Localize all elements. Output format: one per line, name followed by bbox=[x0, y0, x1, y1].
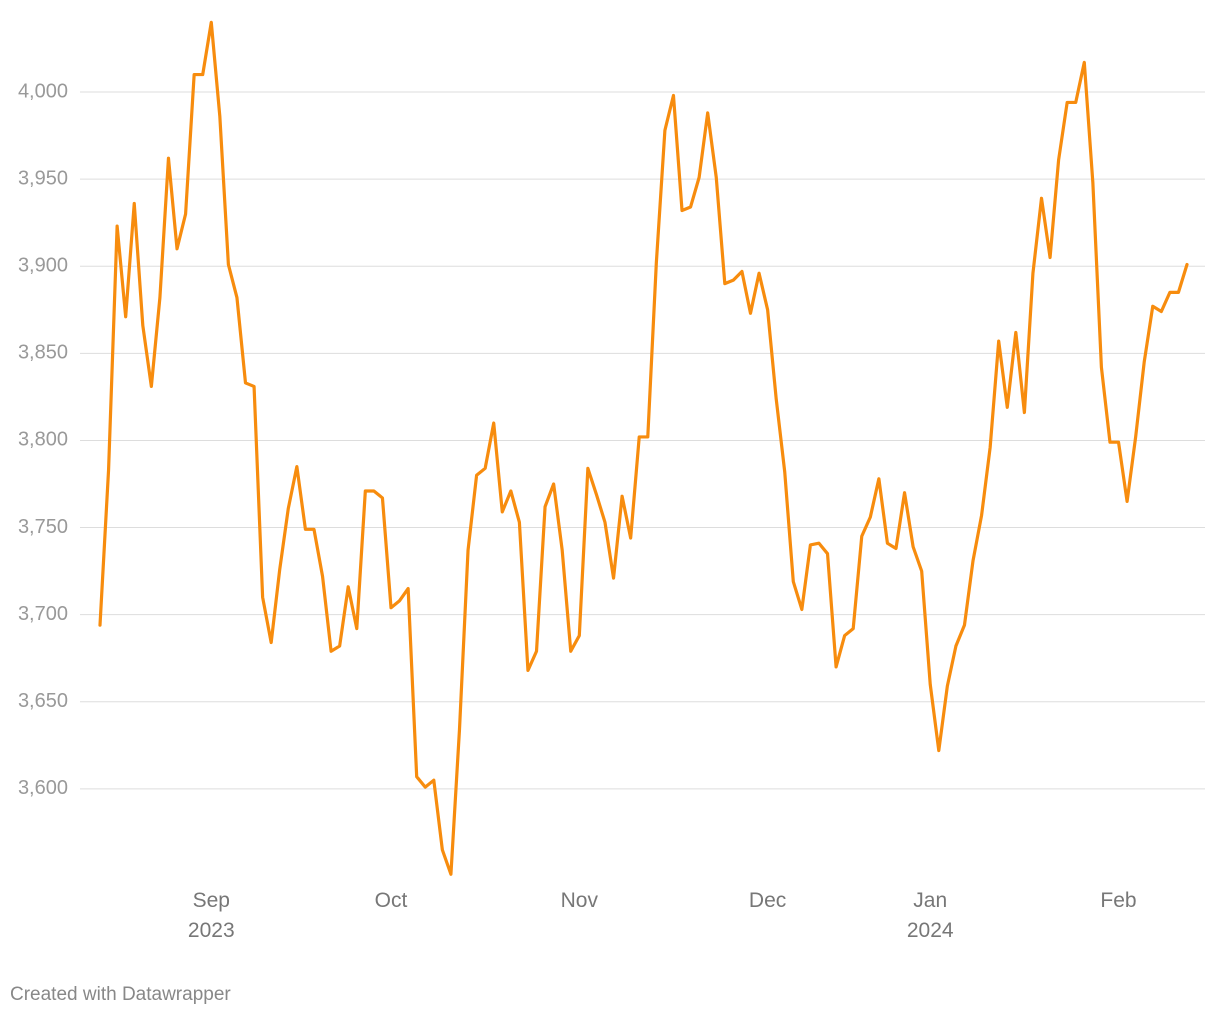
y-tick-label: 4,000 bbox=[18, 80, 68, 102]
y-tick-label: 3,700 bbox=[18, 603, 68, 625]
y-tick-label: 3,900 bbox=[18, 255, 68, 277]
y-tick-label: 3,600 bbox=[18, 777, 68, 799]
x-tick-label: Dec bbox=[748, 889, 787, 912]
line bbox=[98, 20, 1189, 876]
x-tick-label: Jan 2024 bbox=[906, 889, 954, 942]
y-tick-label: 3,950 bbox=[18, 167, 68, 189]
y-tick-label: 3,650 bbox=[18, 690, 68, 712]
x-tick-label: Feb bbox=[1100, 889, 1137, 912]
x-tick-label: Sep 2023 bbox=[187, 889, 235, 942]
y-tick-label: 3,750 bbox=[18, 516, 68, 538]
y-tick-label: 3,850 bbox=[18, 342, 68, 364]
x-tick-label: Nov bbox=[560, 889, 598, 912]
chart: 3,600 3,650 3,700 3,750 3,800 3,850 3,900 3,950… bbox=[18, 20, 1205, 876]
credit: Created with Datawrapper bbox=[10, 984, 231, 1005]
y-tick-label: 3,800 bbox=[18, 429, 68, 451]
x-tick-label: Oct bbox=[374, 889, 408, 912]
